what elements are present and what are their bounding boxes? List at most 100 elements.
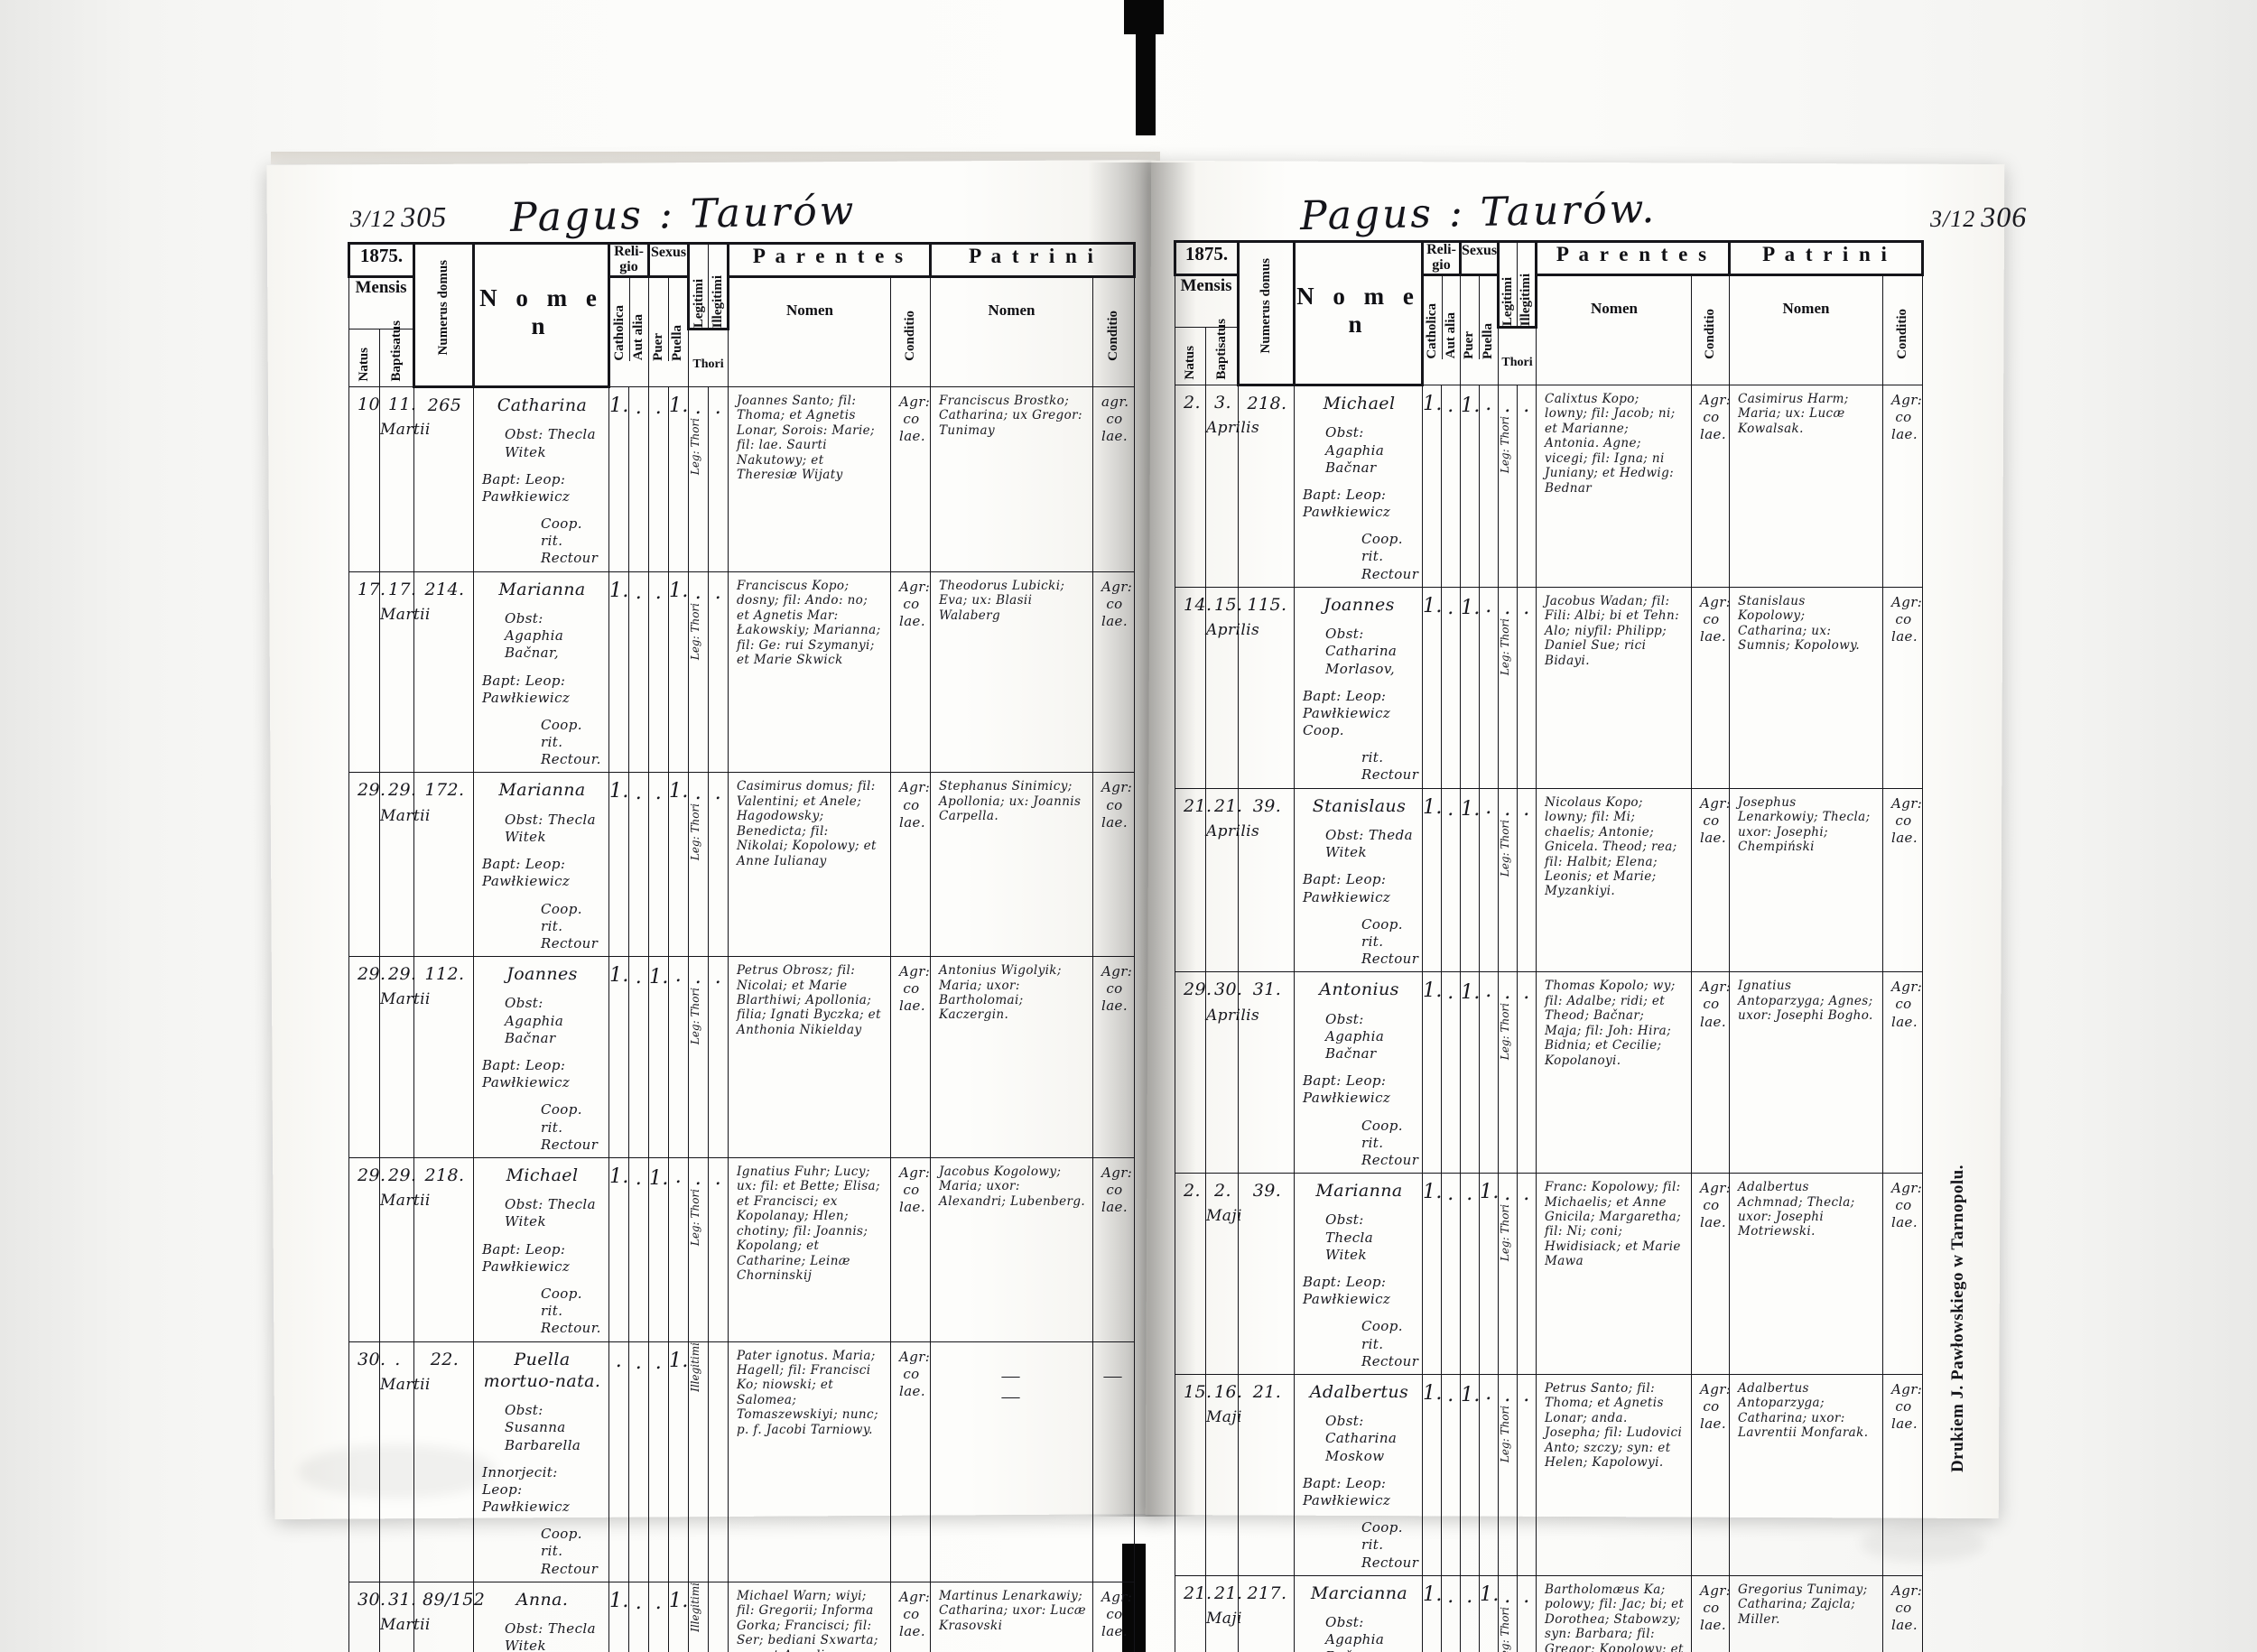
value-patrini-conditio: Agr: co lae. <box>1891 1380 1923 1433</box>
value-cooperator: Coop. rit. Rectour <box>1361 1117 1419 1168</box>
value-legitimi: . <box>1504 1183 1511 1206</box>
value-puer: 1. <box>1461 596 1481 619</box>
cell-legitimi: . Leg: Thori <box>1498 787 1518 973</box>
value-numerus-domus: 39. <box>1252 1181 1282 1202</box>
value-illegitimi-mark: . <box>714 966 722 989</box>
value-aut-alia: . <box>1447 394 1454 417</box>
right-hdr-mensis: Mensis <box>1180 275 1232 295</box>
cell-numerus-domus: 39. <box>1238 787 1295 973</box>
value-patrini-nomen: Martinus Lenarkawiy; Catharina; uxor: Lu… <box>939 1588 1086 1633</box>
value-patrini-conditio: Agr: co lae. <box>1101 1588 1133 1640</box>
value-patrini-conditio: Agr: co lae. <box>1891 392 1923 443</box>
cell-patrini-nomen: Martinus Lenarkawiy; Catharina; uxor: Lu… <box>930 1581 1093 1652</box>
value-natus: 21. <box>1184 795 1212 816</box>
value-thori: Leg: Thori <box>689 803 701 861</box>
cell-puella: . <box>1479 586 1499 789</box>
cell-catholica: 1. <box>1422 971 1442 1174</box>
cell-nomen: Joannes Obst: Catharina Morlasov, Bapt: Le… <box>1294 586 1423 789</box>
table-row: 29. 29. Martii 172. Marianna Obst: Thecla Wit… <box>348 772 1135 958</box>
cell-nomen: Marianna Obst: Thecla Witek Bapt: Leop: Pa… <box>1294 1173 1423 1375</box>
value-illegitimi-mark: . <box>714 782 722 805</box>
value-natus: 30. <box>358 1589 386 1610</box>
right-page-heading: Pagus : Taurów. <box>1299 185 1658 240</box>
value-puella: . <box>1485 393 1492 415</box>
value-aut-alia: . <box>1447 596 1454 619</box>
right-hdr-religio-2: gio <box>1432 256 1451 273</box>
value-puer: . <box>1466 1584 1473 1608</box>
value-parentes-conditio: Agr: co lae. <box>1700 1180 1732 1231</box>
left-folio: 3/12 305 <box>350 200 447 234</box>
value-puella: . <box>1485 795 1492 819</box>
value-natus: 2. <box>1184 393 1201 413</box>
cell-parentes-nomen: Franciscus Kopo; dosny; fil: Ando: no; e… <box>728 571 891 774</box>
value-numerus-domus: 21. <box>1252 1381 1282 1402</box>
value-obstetrix: Obst: Thecla Witek <box>505 1196 596 1230</box>
value-obstetrix: Obst: Thecla Witek <box>1325 1211 1374 1263</box>
left-year: 1875. <box>359 245 404 266</box>
value-legitimi: . <box>694 580 702 604</box>
cell-patrini-conditio: Agr: co lae. <box>1882 385 1923 588</box>
value-natus: 30. <box>358 1349 386 1369</box>
cell-patrini-conditio: — <box>1092 1341 1135 1582</box>
cell-parentes-conditio: Agr: co lae. <box>890 956 931 1158</box>
value-child-name: Marianna <box>498 579 586 599</box>
value-mensis: Martii <box>380 990 431 1009</box>
cell-puer: 1. <box>1460 971 1480 1174</box>
cell-legitimi: . Leg: Thori <box>1498 1574 1518 1652</box>
value-parentes-conditio: Agr: co lae. <box>899 394 931 445</box>
cell-nomen: Michael Obst: Agaphia Bačnar Bapt: Leop: P… <box>1294 385 1423 588</box>
table-row: 29. 30. Aprilis 31. Antonius Obst: Agaphia Ba… <box>1175 971 1923 1174</box>
left-hdr-numerus-domus: Numerus domus <box>436 259 450 355</box>
value-legitimi: . <box>1504 394 1511 417</box>
value-obstetrix: Obst: Susanna Barbarella <box>505 1402 581 1453</box>
cell-parentes-nomen: Joannes Santo; fil: Thoma; et Agnetis Lo… <box>728 386 891 572</box>
cell-patrini-conditio: Agr: co lae. <box>1092 956 1135 1158</box>
value-parentes-nomen: Nicolaus Kopo; lowny; fil: Mi; chaelis; … <box>1545 794 1677 899</box>
value-baptisatus: 30. <box>1214 979 1243 1000</box>
value-mensis: Martii <box>380 1616 431 1635</box>
value-parentes-conditio: Agr: co lae. <box>899 963 931 1015</box>
value-catholica: 1. <box>609 1165 629 1188</box>
cell-puella: . <box>1479 787 1499 973</box>
cell-aut-alia: . <box>1441 787 1461 973</box>
value-patrini-nomen: Antonius Wigolyik; Maria; uxor: Bartholo… <box>939 963 1062 1023</box>
value-catholica: 1. <box>1423 1381 1443 1405</box>
left-hdr-puella: Puella <box>670 324 685 361</box>
value-patrini-nomen: Casimirus Harm; Maria; ux: Lucæ Kowalsak… <box>1738 392 1849 436</box>
cell-patrini-nomen: Stephanus Sinimicy; Apollonia; ux: Joann… <box>930 772 1093 958</box>
value-catholica: 1. <box>1423 594 1443 617</box>
table-row: 29. 29. Martii 218. Michael Obst: Thecla Wite… <box>348 1156 1135 1342</box>
cell-parentes-nomen: Michael Warn; wiyi; fil: Gregorii; Infor… <box>728 1581 891 1652</box>
cell-numerus-domus: 265 <box>413 386 474 572</box>
cell-puella: 1. <box>1479 1173 1499 1375</box>
cell-parentes-conditio: Agr: co lae. <box>890 772 931 958</box>
value-obstetrix: Obst: Thecla Witek <box>505 426 596 460</box>
right-hdr-puella: Puella <box>1480 322 1495 359</box>
value-catholica: 1. <box>609 579 629 602</box>
value-puer: . <box>655 782 663 805</box>
value-illegitimi-mark: . <box>1523 1383 1530 1406</box>
cell-legitimi: Illegitimi <box>688 1341 709 1582</box>
value-obstetrix: Obst: Catharina Moskow <box>1325 1413 1398 1464</box>
value-catholica: 1. <box>609 780 629 803</box>
value-illegitimi-mark: . <box>1523 596 1530 619</box>
table-row: 2. 2. Maji 39. Marianna Obst: Thecla Witek Bap… <box>1175 1173 1923 1375</box>
value-puella: 1. <box>669 780 689 803</box>
right-hdr-sexus: Sexus <box>1462 243 1498 258</box>
cell-numerus-domus: 89/152 <box>413 1581 485 1652</box>
value-baptisatus: 29. <box>388 964 417 985</box>
cell-nomen: Joannes Obst: Agaphia Bačnar Bapt: Leop: P… <box>473 956 609 1158</box>
cell-parentes-nomen: Calixtus Kopo; lowny; fil: Jacob; ni; et… <box>1536 385 1692 588</box>
value-mensis: Aprilis <box>1206 821 1260 840</box>
left-register-table: 1875. Numerus domus N o m e n Reli- gio … <box>348 242 1136 1652</box>
value-baptisatus: 21. <box>1214 795 1243 816</box>
value-illegitimi-mark: . <box>714 580 722 604</box>
value-cooperator: Coop. rit. Rectour <box>541 900 599 951</box>
value-puella: 1. <box>669 394 689 417</box>
cell-catholica: 1. <box>608 571 629 774</box>
value-aut-alia: . <box>1447 1383 1454 1406</box>
cell-parentes-nomen: Bartholomæus Ka; polowy; fil: Jac; bi; e… <box>1536 1574 1692 1652</box>
value-numerus-domus: 265 <box>427 395 462 415</box>
